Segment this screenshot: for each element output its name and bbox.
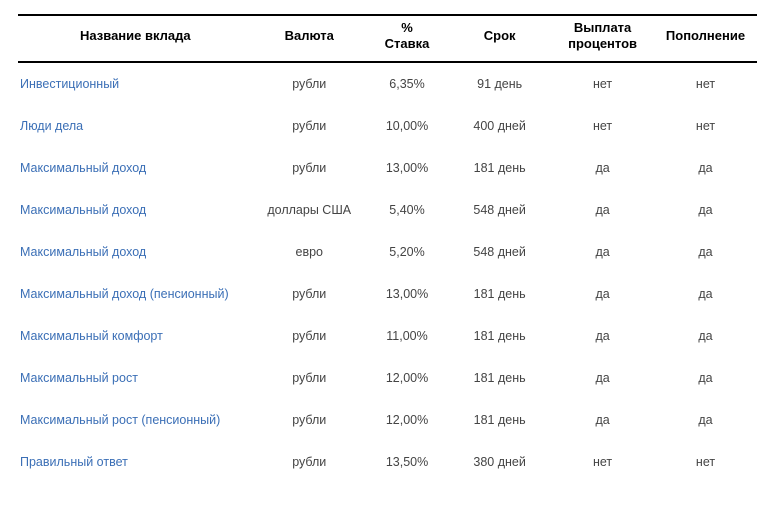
- cell-name: Инвестиционный: [18, 62, 253, 105]
- cell-topup: нет: [654, 441, 757, 483]
- cell-term: 548 дней: [448, 231, 551, 273]
- table-row: Максимальный комфорт рубли 11,00% 181 де…: [18, 315, 757, 357]
- cell-name: Максимальный рост (пенсионный): [18, 399, 253, 441]
- cell-currency: евро: [253, 231, 366, 273]
- cell-currency: рубли: [253, 357, 366, 399]
- cell-name: Максимальный доход (пенсионный): [18, 273, 253, 315]
- cell-payout: да: [551, 189, 654, 231]
- cell-rate: 11,00%: [366, 315, 448, 357]
- table-row: Максимальный доход евро 5,20% 548 дней д…: [18, 231, 757, 273]
- cell-currency: рубли: [253, 399, 366, 441]
- cell-rate: 5,40%: [366, 189, 448, 231]
- cell-term: 380 дней: [448, 441, 551, 483]
- cell-name: Правильный ответ: [18, 441, 253, 483]
- cell-topup: да: [654, 273, 757, 315]
- cell-rate: 12,00%: [366, 357, 448, 399]
- cell-term: 181 день: [448, 147, 551, 189]
- cell-term: 91 день: [448, 62, 551, 105]
- cell-currency: доллары США: [253, 189, 366, 231]
- cell-currency: рубли: [253, 315, 366, 357]
- cell-payout: да: [551, 399, 654, 441]
- deposit-link[interactable]: Максимальный рост (пенсионный): [20, 413, 220, 427]
- cell-currency: рубли: [253, 147, 366, 189]
- cell-rate: 5,20%: [366, 231, 448, 273]
- deposit-link[interactable]: Правильный ответ: [20, 455, 128, 469]
- table-header-row: Название вклада Валюта %Ставка Срок Выпл…: [18, 15, 757, 62]
- page-root: Название вклада Валюта %Ставка Срок Выпл…: [0, 0, 775, 526]
- col-header-topup: Пополнение: [654, 15, 757, 62]
- cell-topup: да: [654, 399, 757, 441]
- col-header-rate: %Ставка: [366, 15, 448, 62]
- col-header-payout: Выплатапроцентов: [551, 15, 654, 62]
- cell-topup: да: [654, 189, 757, 231]
- table-row: Люди дела рубли 10,00% 400 дней нет нет: [18, 105, 757, 147]
- cell-rate: 13,50%: [366, 441, 448, 483]
- cell-payout: нет: [551, 62, 654, 105]
- col-header-name: Название вклада: [18, 15, 253, 62]
- cell-term: 181 день: [448, 399, 551, 441]
- cell-name: Максимальный доход: [18, 147, 253, 189]
- table-row: Максимальный доход доллары США 5,40% 548…: [18, 189, 757, 231]
- cell-name: Максимальный комфорт: [18, 315, 253, 357]
- deposit-link[interactable]: Максимальный рост: [20, 371, 138, 385]
- cell-currency: рубли: [253, 62, 366, 105]
- deposit-link[interactable]: Люди дела: [20, 119, 83, 133]
- cell-rate: 10,00%: [366, 105, 448, 147]
- deposits-table: Название вклада Валюта %Ставка Срок Выпл…: [18, 14, 757, 483]
- cell-term: 548 дней: [448, 189, 551, 231]
- cell-topup: да: [654, 357, 757, 399]
- col-header-currency: Валюта: [253, 15, 366, 62]
- cell-name: Максимальный доход: [18, 189, 253, 231]
- cell-topup: нет: [654, 62, 757, 105]
- deposit-link[interactable]: Максимальный комфорт: [20, 329, 163, 343]
- cell-term: 400 дней: [448, 105, 551, 147]
- cell-term: 181 день: [448, 357, 551, 399]
- cell-topup: нет: [654, 105, 757, 147]
- table-row: Максимальный доход рубли 13,00% 181 день…: [18, 147, 757, 189]
- cell-payout: да: [551, 315, 654, 357]
- cell-rate: 6,35%: [366, 62, 448, 105]
- table-row: Максимальный доход (пенсионный) рубли 13…: [18, 273, 757, 315]
- cell-name: Люди дела: [18, 105, 253, 147]
- cell-payout: да: [551, 273, 654, 315]
- cell-name: Максимальный доход: [18, 231, 253, 273]
- cell-name: Максимальный рост: [18, 357, 253, 399]
- table-row: Инвестиционный рубли 6,35% 91 день нет н…: [18, 62, 757, 105]
- table-row: Максимальный рост рубли 12,00% 181 день …: [18, 357, 757, 399]
- cell-term: 181 день: [448, 273, 551, 315]
- cell-payout: да: [551, 231, 654, 273]
- cell-rate: 12,00%: [366, 399, 448, 441]
- cell-term: 181 день: [448, 315, 551, 357]
- cell-payout: да: [551, 357, 654, 399]
- table-row: Максимальный рост (пенсионный) рубли 12,…: [18, 399, 757, 441]
- table-header: Название вклада Валюта %Ставка Срок Выпл…: [18, 15, 757, 62]
- deposit-link[interactable]: Максимальный доход: [20, 245, 146, 259]
- cell-rate: 13,00%: [366, 147, 448, 189]
- deposit-link[interactable]: Максимальный доход (пенсионный): [20, 287, 229, 301]
- cell-payout: да: [551, 147, 654, 189]
- cell-topup: да: [654, 147, 757, 189]
- cell-rate: 13,00%: [366, 273, 448, 315]
- deposit-link[interactable]: Максимальный доход: [20, 203, 146, 217]
- deposit-link[interactable]: Максимальный доход: [20, 161, 146, 175]
- col-header-term: Срок: [448, 15, 551, 62]
- cell-currency: рубли: [253, 441, 366, 483]
- cell-topup: да: [654, 231, 757, 273]
- cell-topup: да: [654, 315, 757, 357]
- cell-payout: нет: [551, 105, 654, 147]
- cell-currency: рубли: [253, 273, 366, 315]
- table-row: Правильный ответ рубли 13,50% 380 дней н…: [18, 441, 757, 483]
- table-body: Инвестиционный рубли 6,35% 91 день нет н…: [18, 62, 757, 483]
- deposit-link[interactable]: Инвестиционный: [20, 77, 119, 91]
- cell-payout: нет: [551, 441, 654, 483]
- cell-currency: рубли: [253, 105, 366, 147]
